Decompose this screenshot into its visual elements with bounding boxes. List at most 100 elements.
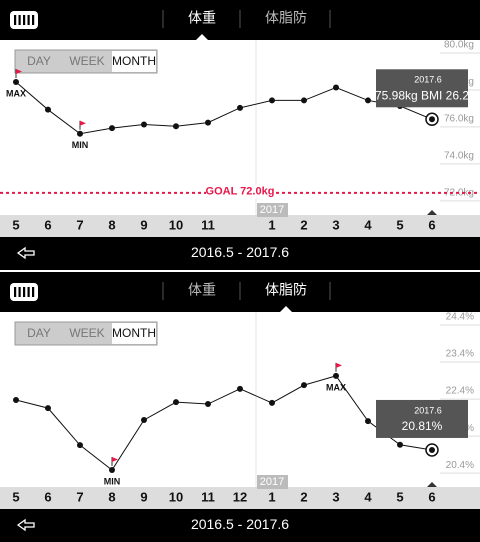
x-tick-label: 5	[396, 217, 403, 232]
data-point	[141, 121, 147, 128]
x-tick-label: 12	[233, 489, 247, 504]
y-tick-label: 74.0kg	[444, 151, 474, 162]
menu-icon-stripe	[32, 287, 35, 297]
x-tick-label: 1	[268, 489, 275, 504]
x-tick-label: 8	[108, 489, 115, 504]
data-point	[109, 125, 115, 132]
y-tick-label: 23.4%	[446, 349, 474, 360]
x-tick-label: 11	[201, 217, 215, 232]
data-point	[141, 416, 147, 423]
menu-icon-stripe	[23, 287, 26, 297]
flag	[16, 68, 22, 74]
x-tick-label: 2	[300, 489, 307, 504]
back-arrow[interactable]	[16, 246, 35, 260]
x-tick-label: 5	[12, 489, 19, 504]
y-tick-label: 80.0kg	[444, 40, 474, 51]
x-tick-label: 3	[332, 489, 339, 504]
tab[interactable]: 体重	[188, 10, 216, 26]
data-point	[269, 399, 275, 406]
range-button-label[interactable]: MONTH	[112, 326, 156, 340]
data-point	[45, 106, 51, 113]
data-point	[429, 116, 435, 123]
extreme-label: MAX	[326, 382, 346, 392]
data-point	[269, 97, 275, 104]
x-tick-label: 6	[44, 489, 51, 504]
x-tick-label: 4	[364, 489, 372, 504]
tab-indicator	[280, 306, 292, 312]
data-point	[365, 418, 371, 425]
data-point	[333, 372, 339, 379]
extreme-label: MAX	[6, 88, 26, 98]
x-tick-label: 1	[268, 217, 275, 232]
data-point	[77, 442, 83, 449]
x-tick-label: 4	[364, 217, 372, 232]
range-button[interactable]	[112, 323, 156, 344]
footer-bar	[0, 237, 480, 270]
x-tick-label: 9	[140, 217, 147, 232]
x-tick-label: 7	[76, 217, 83, 232]
menu-icon-stripe	[18, 15, 21, 25]
data-point	[13, 396, 19, 403]
data-point	[77, 130, 83, 137]
y-tick-label: 24.4%	[446, 312, 474, 323]
data-point	[301, 382, 307, 389]
y-tick-label: 22.4%	[446, 386, 474, 397]
range-button-label[interactable]: WEEK	[69, 54, 104, 68]
menu-icon-stripe	[27, 15, 30, 25]
x-tick-label: 7	[76, 489, 83, 504]
data-point	[429, 446, 435, 453]
range-button[interactable]	[16, 51, 62, 72]
y-tick-label: 76.0kg	[444, 114, 474, 125]
back-arrow[interactable]	[16, 518, 35, 532]
data-point	[45, 405, 51, 412]
x-tick-label: 2	[300, 217, 307, 232]
data-point	[205, 119, 211, 126]
tab[interactable]: 体脂防	[265, 282, 307, 298]
menu-icon-stripe	[18, 287, 21, 297]
year-marker: 2017	[260, 204, 284, 216]
x-tick-label: 10	[169, 217, 183, 232]
current-indicator	[427, 482, 437, 487]
y-tick-label: 20.4%	[446, 460, 474, 471]
x-axis-band	[0, 487, 480, 509]
x-tick-label: 8	[108, 217, 115, 232]
range-button[interactable]	[16, 323, 62, 344]
data-point	[333, 84, 339, 91]
x-tick-label: 10	[169, 489, 183, 504]
x-tick-label: 3	[332, 217, 339, 232]
tab[interactable]: 体重	[188, 282, 216, 298]
data-point	[173, 399, 179, 406]
x-axis-band	[0, 215, 480, 237]
x-tick-label: 6	[428, 489, 435, 504]
year-marker-bg	[257, 203, 288, 217]
range-button-label[interactable]: DAY	[27, 54, 51, 68]
date-range: 2016.5 - 2017.6	[191, 244, 289, 260]
tab-indicator	[196, 34, 208, 40]
x-tick-label: 6	[428, 217, 435, 232]
data-point	[205, 401, 211, 408]
tooltip	[376, 69, 468, 108]
range-button[interactable]	[64, 51, 110, 72]
tooltip-value: 20.81%	[402, 419, 443, 433]
range-button[interactable]	[64, 323, 110, 344]
footer-bar	[0, 509, 480, 542]
extreme-label: MIN	[72, 140, 89, 150]
tab[interactable]: 体脂防	[265, 10, 307, 26]
date-range: 2016.5 - 2017.6	[191, 516, 289, 532]
data-point	[237, 104, 243, 111]
menu-icon-stripe	[14, 15, 17, 25]
data-line	[15, 81, 433, 135]
x-tick-label: 11	[201, 489, 215, 504]
range-button-label[interactable]: WEEK	[69, 326, 104, 340]
year-marker-bg	[257, 475, 288, 489]
tooltip-date: 2017.6	[414, 75, 442, 85]
range-button-label[interactable]: DAY	[27, 326, 51, 340]
tooltip	[376, 399, 468, 438]
data-line	[15, 375, 433, 471]
x-tick-label: 5	[396, 489, 403, 504]
current-indicator	[427, 210, 437, 215]
range-button-label[interactable]: MONTH	[112, 54, 156, 68]
range-button[interactable]	[112, 51, 156, 72]
menu-icon-stripe	[23, 15, 26, 25]
